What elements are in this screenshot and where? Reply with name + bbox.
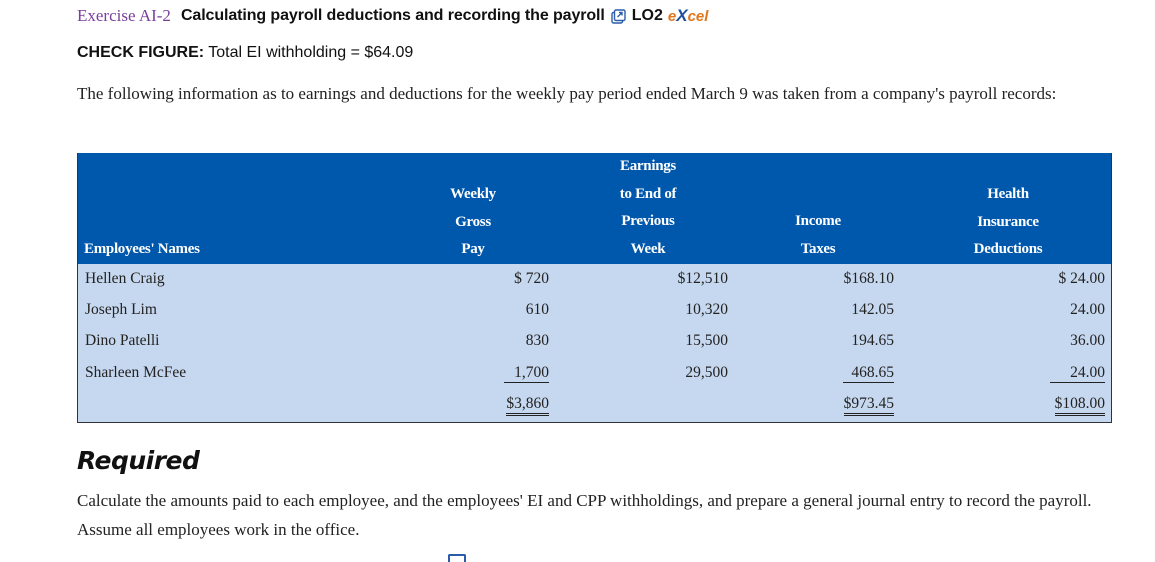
check-figure: CHECK FIGURE: Total EI withholding = $64… bbox=[77, 44, 413, 62]
required-text: Calculate the amounts paid to each emplo… bbox=[77, 491, 1092, 539]
header-earnings-to-end: Earnings to End of Previous Week bbox=[619, 158, 677, 257]
header-income-taxes: Income Taxes bbox=[795, 213, 841, 257]
check-figure-value: Total EI withholding = $64.09 bbox=[208, 44, 414, 61]
learning-objective: LO2 bbox=[631, 7, 663, 24]
excel-badge: eXcel bbox=[668, 6, 709, 26]
cell-earnings: 15,500 bbox=[685, 332, 728, 349]
excel-badge-cel: cel bbox=[687, 8, 709, 25]
header-health-insurance: Health Insurance Deductions bbox=[973, 186, 1043, 257]
cell-earnings: 10,320 bbox=[685, 301, 728, 318]
header-employees-names: Employees' Names bbox=[84, 241, 200, 257]
intro-text: The following information as to earnings… bbox=[77, 84, 1057, 103]
table-row-name: Hellen Craig bbox=[85, 270, 165, 287]
table-body: Hellen Craig $ 720 $12,510 $168.10 $ 24.… bbox=[78, 264, 1111, 422]
cell-health: 36.00 bbox=[1070, 332, 1105, 349]
cell-gross: 830 bbox=[525, 332, 549, 349]
cell-earnings: 29,500 bbox=[685, 364, 728, 381]
cell-health: 24.00 bbox=[1050, 364, 1105, 383]
external-link-icon[interactable] bbox=[611, 8, 626, 24]
required-heading: Required bbox=[77, 446, 200, 475]
exercise-title-line: Exercise AI-2 Calculating payroll deduct… bbox=[77, 4, 708, 28]
exercise-title: Calculating payroll deductions and recor… bbox=[180, 7, 605, 24]
cell-health: $ 24.00 bbox=[1058, 270, 1106, 287]
cell-taxes: 468.65 bbox=[843, 364, 894, 383]
total-taxes: $973.45 bbox=[843, 395, 894, 416]
cell-gross: 1,700 bbox=[504, 364, 549, 383]
table-header: Employees' Names Weekly Gross Pay Earnin… bbox=[78, 153, 1111, 264]
payroll-table: Employees' Names Weekly Gross Pay Earnin… bbox=[77, 153, 1112, 423]
cell-earnings: $12,510 bbox=[677, 270, 728, 287]
cell-gross: 610 bbox=[525, 301, 549, 318]
excel-badge-e: e bbox=[667, 8, 677, 25]
partial-icon bbox=[448, 554, 466, 562]
cell-taxes: $168.10 bbox=[843, 270, 894, 287]
cell-taxes: 142.05 bbox=[851, 301, 894, 318]
table-row-name: Dino Patelli bbox=[85, 332, 160, 349]
cell-gross: $ 720 bbox=[514, 270, 549, 287]
cell-taxes: 194.65 bbox=[851, 332, 894, 349]
header-weekly-gross-pay: Weekly Gross Pay bbox=[450, 186, 496, 257]
total-health: $108.00 bbox=[1054, 395, 1105, 416]
cell-health: 24.00 bbox=[1070, 301, 1105, 318]
table-row-name: Sharleen McFee bbox=[85, 364, 187, 381]
exercise-label: Exercise AI-2 bbox=[77, 6, 171, 25]
check-figure-label: CHECK FIGURE: bbox=[77, 44, 205, 61]
table-row-name: Joseph Lim bbox=[85, 301, 157, 318]
total-gross: $3,860 bbox=[506, 395, 549, 416]
excel-badge-x: X bbox=[676, 6, 688, 25]
